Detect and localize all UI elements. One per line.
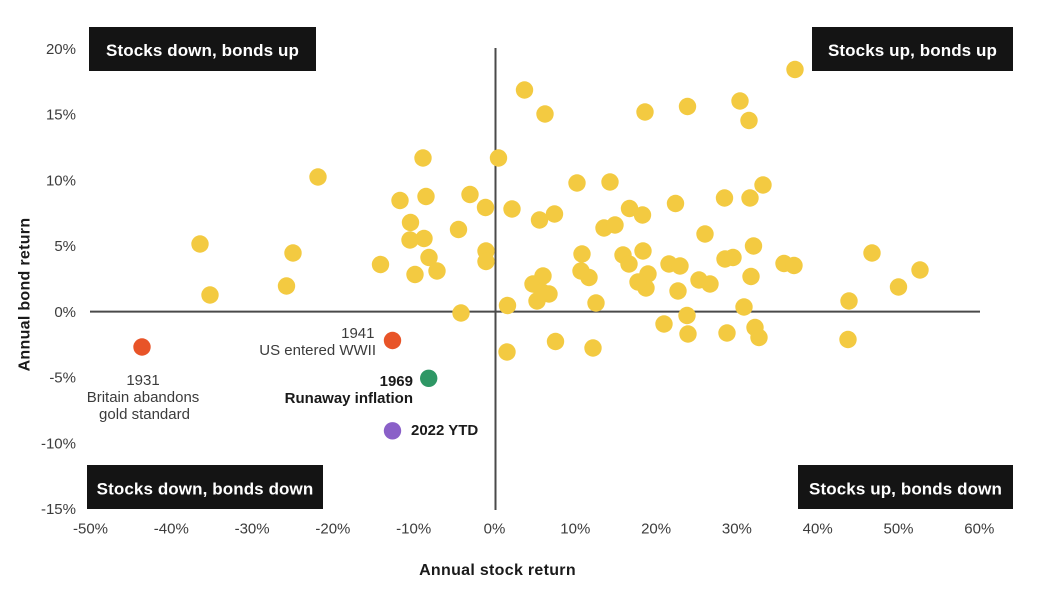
svg-text:1931: 1931 xyxy=(126,372,159,389)
svg-text:Annual bond return: Annual bond return xyxy=(17,218,34,372)
svg-text:5%: 5% xyxy=(54,238,76,255)
svg-text:Annual stock return: Annual stock return xyxy=(419,562,576,579)
svg-text:50%: 50% xyxy=(883,521,913,538)
svg-text:-10%: -10% xyxy=(41,435,76,452)
svg-text:Stocks down, bonds up: Stocks down, bonds up xyxy=(106,41,299,60)
svg-text:-10%: -10% xyxy=(396,521,431,538)
svg-text:30%: 30% xyxy=(722,521,752,538)
svg-text:20%: 20% xyxy=(641,521,671,538)
svg-text:Runaway inflation: Runaway inflation xyxy=(285,390,413,407)
svg-text:-15%: -15% xyxy=(41,501,76,518)
svg-text:gold standard: gold standard xyxy=(99,406,190,423)
svg-text:-50%: -50% xyxy=(73,521,108,538)
svg-text:40%: 40% xyxy=(803,521,833,538)
svg-text:20%: 20% xyxy=(46,41,76,58)
svg-text:-20%: -20% xyxy=(315,521,350,538)
svg-text:1941: 1941 xyxy=(341,325,374,342)
svg-text:-30%: -30% xyxy=(235,521,270,538)
svg-text:Stocks up, bonds down: Stocks up, bonds down xyxy=(809,480,1002,499)
svg-text:1969: 1969 xyxy=(380,373,413,390)
svg-text:15%: 15% xyxy=(46,107,76,124)
svg-text:2022 YTD: 2022 YTD xyxy=(411,422,478,439)
svg-text:60%: 60% xyxy=(964,521,994,538)
svg-text:-40%: -40% xyxy=(154,521,189,538)
svg-text:0%: 0% xyxy=(484,521,506,538)
svg-text:US entered WWII: US entered WWII xyxy=(259,342,376,359)
svg-text:Stocks up, bonds up: Stocks up, bonds up xyxy=(828,41,997,60)
svg-text:Britain abandons: Britain abandons xyxy=(87,389,200,406)
svg-text:0%: 0% xyxy=(54,304,76,321)
svg-text:10%: 10% xyxy=(560,521,590,538)
svg-text:10%: 10% xyxy=(46,172,76,189)
svg-text:Stocks down, bonds down: Stocks down, bonds down xyxy=(97,480,314,499)
svg-text:-5%: -5% xyxy=(49,370,76,387)
